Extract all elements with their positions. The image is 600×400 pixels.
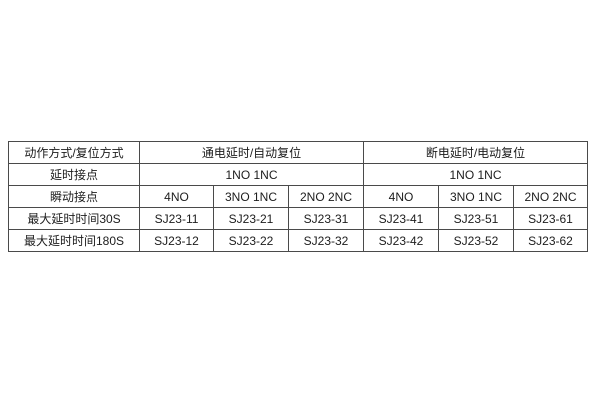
model-cell-sj23-12: SJ23-12 xyxy=(139,229,214,252)
group-header-power-on-delay: 通电延时/自动复位 xyxy=(139,141,364,164)
relay-spec-table: 动作方式/复位方式 通电延时/自动复位 断电延时/电动复位 延时接点 1NO 1… xyxy=(8,141,588,252)
relay-spec-table-container: 动作方式/复位方式 通电延时/自动复位 断电延时/电动复位 延时接点 1NO 1… xyxy=(8,141,588,252)
row-label-action-mode: 动作方式/复位方式 xyxy=(8,141,140,164)
row-label-max-delay-30s: 最大延时时间30S xyxy=(8,207,140,230)
instant-contact-cell-4: 4NO xyxy=(363,185,439,208)
table-row-instant-contact: 瞬动接点 4NO 3NO 1NC 2NO 2NC 4NO 3NO 1NC 2NO… xyxy=(8,185,588,208)
model-cell-sj23-51: SJ23-51 xyxy=(438,207,514,230)
model-cell-sj23-21: SJ23-21 xyxy=(213,207,289,230)
group-header-power-off-delay: 断电延时/电动复位 xyxy=(363,141,588,164)
table-row-max-delay-30s: 最大延时时间30S SJ23-11 SJ23-21 SJ23-31 SJ23-4… xyxy=(8,207,588,230)
model-cell-sj23-52: SJ23-52 xyxy=(438,229,514,252)
model-cell-sj23-31: SJ23-31 xyxy=(288,207,364,230)
model-cell-sj23-61: SJ23-61 xyxy=(513,207,588,230)
table-row-delay-contact: 延时接点 1NO 1NC 1NO 1NC xyxy=(8,163,588,186)
model-cell-sj23-42: SJ23-42 xyxy=(363,229,439,252)
instant-contact-cell-5: 3NO 1NC xyxy=(438,185,514,208)
model-cell-sj23-22: SJ23-22 xyxy=(213,229,289,252)
model-cell-sj23-41: SJ23-41 xyxy=(363,207,439,230)
row-label-max-delay-180s: 最大延时时间180S xyxy=(8,229,140,252)
instant-contact-cell-2: 3NO 1NC xyxy=(213,185,289,208)
instant-contact-cell-1: 4NO xyxy=(139,185,214,208)
table-row-action-mode: 动作方式/复位方式 通电延时/自动复位 断电延时/电动复位 xyxy=(8,141,588,164)
row-label-delay-contact: 延时接点 xyxy=(8,163,140,186)
delay-contact-group1: 1NO 1NC xyxy=(139,163,364,186)
table-row-max-delay-180s: 最大延时时间180S SJ23-12 SJ23-22 SJ23-32 SJ23-… xyxy=(8,229,588,252)
model-cell-sj23-32: SJ23-32 xyxy=(288,229,364,252)
instant-contact-cell-6: 2NO 2NC xyxy=(513,185,588,208)
delay-contact-group2: 1NO 1NC xyxy=(363,163,588,186)
model-cell-sj23-11: SJ23-11 xyxy=(139,207,214,230)
instant-contact-cell-3: 2NO 2NC xyxy=(288,185,364,208)
model-cell-sj23-62: SJ23-62 xyxy=(513,229,588,252)
row-label-instant-contact: 瞬动接点 xyxy=(8,185,140,208)
